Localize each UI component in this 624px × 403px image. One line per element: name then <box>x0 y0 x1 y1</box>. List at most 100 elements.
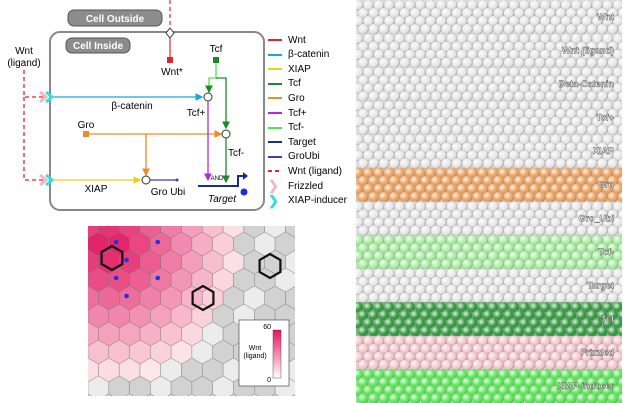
frizzled-chevron-1 <box>39 90 49 104</box>
cell-sphere-shading <box>363 167 374 179</box>
cell-sphere-shading <box>356 0 364 11</box>
cell-sphere-shading <box>456 268 468 279</box>
cell-sphere-shading <box>384 116 395 127</box>
cell-sphere-shading <box>456 150 468 161</box>
cell-sphere-shading <box>524 326 535 337</box>
cell-sphere-shading <box>477 100 488 111</box>
cell-sphere-shading <box>618 259 622 270</box>
cell-sphere-shading <box>451 343 462 355</box>
cell-sphere-shading <box>555 158 566 169</box>
cell-sphere-shading <box>482 90 494 102</box>
cell-sphere-shading <box>456 217 468 228</box>
cell-sphere-shading <box>420 23 431 35</box>
cell-sphere-shading <box>378 276 390 287</box>
cell-sphere-shading <box>571 49 582 60</box>
cell-sphere-shading <box>420 191 431 203</box>
cell-sphere-shading <box>529 100 540 111</box>
cell-sphere-shading <box>399 343 410 355</box>
cell-sphere-shading <box>576 41 587 52</box>
cell-sphere-shading <box>519 82 530 94</box>
cell-sphere-shading <box>566 292 577 303</box>
legend-item: Gro <box>268 92 305 104</box>
cell-sphere-shading <box>430 359 442 371</box>
cell-sphere-shading <box>472 41 483 52</box>
cell-sphere-shading <box>410 191 421 203</box>
legend-label: Gro <box>288 92 305 104</box>
cell-sphere-shading <box>540 234 551 246</box>
cell-sphere-shading <box>618 276 622 287</box>
cell-sphere-shading <box>425 100 436 111</box>
cell-sphere-shading <box>592 15 603 27</box>
cell-sphere-shading <box>436 100 447 111</box>
cell-sphere-shading <box>493 90 504 102</box>
cell-sphere-shading <box>373 0 384 11</box>
cell-sphere-shading <box>482 225 494 236</box>
cell-sphere-shading <box>576 258 587 270</box>
cell-sphere-shading <box>545 326 556 337</box>
cell-sphere-shading <box>368 74 379 86</box>
cell-sphere-shading <box>498 134 509 145</box>
cell-sphere-shading <box>519 15 530 27</box>
cell-sphere-shading <box>415 217 426 228</box>
legend-swatch <box>268 82 282 85</box>
cell-sphere-shading <box>514 359 525 371</box>
cell-sphere-shading <box>415 0 426 11</box>
cell-sphere-shading <box>394 167 405 179</box>
cell-sphere-shading <box>378 158 390 169</box>
cell-sphere-shading <box>602 302 613 313</box>
cell-sphere-shading <box>519 134 530 145</box>
cell-sphere-shading <box>498 116 509 127</box>
cell-sphere-shading <box>446 49 457 60</box>
highlighted-cell-outline <box>100 244 124 272</box>
cell-sphere-shading <box>436 66 447 78</box>
cell-sphere-shading <box>571 150 582 161</box>
cell-sphere-shading <box>356 284 364 295</box>
cell-sphere-shading <box>467 134 478 145</box>
cell-sphere-shading <box>555 359 566 371</box>
cell-sphere-shading <box>378 225 390 236</box>
cell-sphere-shading <box>373 217 384 228</box>
cell-sphere-shading <box>410 310 421 321</box>
cell-sphere-shading <box>612 385 622 396</box>
cell-sphere-shading <box>592 268 603 279</box>
cell-sphere-shading <box>451 292 462 303</box>
cell-sphere-shading <box>560 250 572 262</box>
cell-sphere-shading <box>378 108 390 119</box>
cell-sphere-shading <box>410 359 421 371</box>
cell-sphere-shading <box>363 33 374 44</box>
cell-sphere-shading <box>540 250 551 262</box>
cell-sphere-shading <box>477 150 488 161</box>
cell-sphere-shading <box>576 359 587 371</box>
cell-sphere-shading <box>446 116 457 127</box>
cell-sphere-shading <box>488 351 499 363</box>
cell-sphere-shading <box>607 158 618 169</box>
cell-sphere-shading <box>399 7 410 19</box>
cell-sphere-shading <box>571 385 582 396</box>
cell-sphere-shading <box>493 292 504 303</box>
cell-sphere-shading <box>597 258 608 270</box>
cell-sphere-shading <box>436 49 447 60</box>
cell-sphere-shading <box>430 124 442 135</box>
cell-sphere-shading <box>534 310 546 321</box>
cell-sphere-shading <box>508 385 520 396</box>
cell-sphere-shading <box>493 326 504 337</box>
cell-sphere-shading <box>560 369 572 380</box>
cell-sphere-shading <box>456 183 468 195</box>
legend: Wnt β-catenin XIAP Tcf Gro Tcf+ Tcf- Target GroU… <box>268 34 358 214</box>
cell-sphere-shading <box>378 393 390 403</box>
cell-sphere-shading <box>441 377 452 388</box>
cell-sphere-shading <box>534 23 546 35</box>
cell-sphere-shading <box>602 201 613 212</box>
cell-sphere-shading <box>378 310 390 321</box>
tcf-minus-label: Tcf- <box>228 148 244 159</box>
groubi-node <box>141 175 151 185</box>
cell-sphere-shading <box>456 82 468 94</box>
cell-sphere-shading <box>415 183 426 195</box>
cell-sphere-shading <box>607 124 618 135</box>
cell-sphere-shading <box>378 175 390 187</box>
cell-sphere-shading <box>441 23 452 35</box>
cell-sphere-shading <box>441 158 452 169</box>
cell-sphere-shading <box>430 7 442 19</box>
cell-sphere-shading <box>571 183 582 195</box>
cell-sphere-shading <box>436 234 447 246</box>
